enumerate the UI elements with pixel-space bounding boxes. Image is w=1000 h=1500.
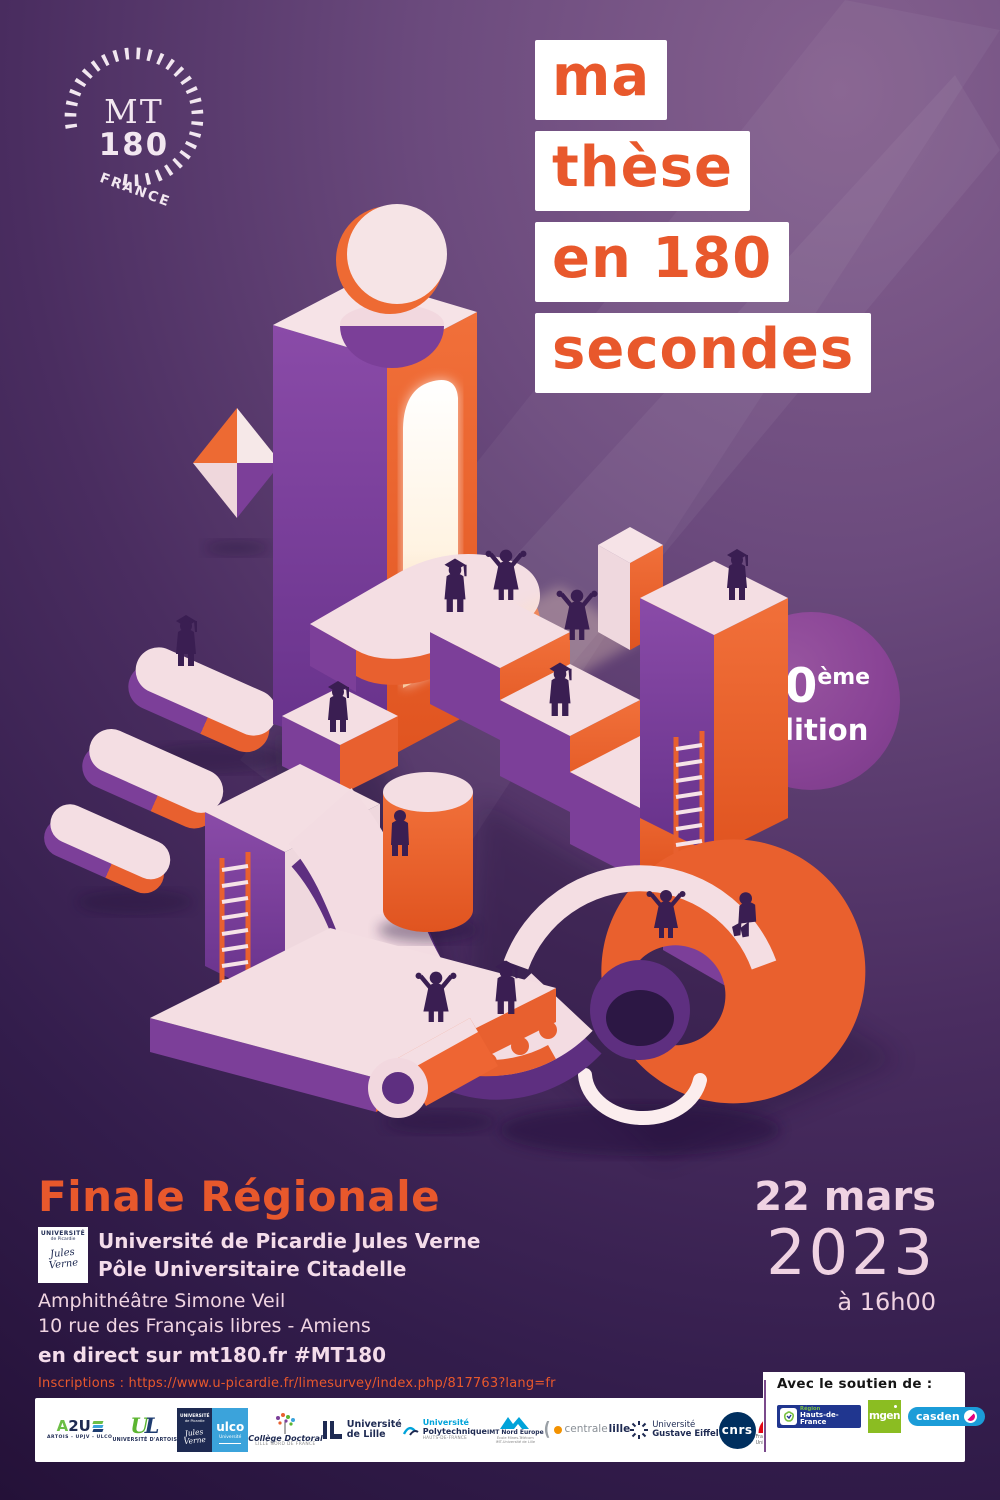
event-university: Université de Picardie Jules Verne xyxy=(98,1229,481,1253)
univ-lille-icon xyxy=(322,1421,342,1439)
partner-logo-casden: casden xyxy=(908,1407,985,1426)
cylinder xyxy=(378,772,478,943)
bottom-slab xyxy=(150,928,557,1134)
left-platform xyxy=(205,764,380,1013)
partner-logo-region-hauts-de-france: Région Hauts-de-France xyxy=(777,1405,861,1428)
logo-180: 180 xyxy=(99,128,169,163)
uphf-bird-icon xyxy=(402,1426,419,1436)
partner-logo-centralelille: ( centrale lille xyxy=(543,1417,631,1441)
event-heading: Finale Régionale xyxy=(38,1172,441,1221)
figure xyxy=(727,549,748,600)
figure xyxy=(176,615,197,666)
upjv-logo: UNIVERSITÉ de Picardie Jules Verne xyxy=(38,1227,88,1283)
support-section: Avec le soutien de : Région Hauts-de-Fra… xyxy=(763,1372,985,1462)
walk-block xyxy=(282,687,398,795)
dome xyxy=(340,304,444,368)
swirl-base xyxy=(500,839,866,1156)
figure xyxy=(391,810,409,856)
partner-logo-ulco: ulco Université xyxy=(212,1408,249,1452)
event-venue: Amphithéâtre Simone Veil xyxy=(38,1290,286,1312)
figure xyxy=(549,662,572,716)
event-address: 10 rue des Français libres - Amiens xyxy=(38,1315,371,1337)
date-year: 2023 xyxy=(766,1216,936,1289)
figure xyxy=(495,960,518,1014)
partner-logo-bar: A 2U ARTOIS - UPJV - ULCO UL UNIVERSITÉ D… xyxy=(35,1398,782,1462)
partner-logo-college-doctoral: Collège Doctoral LILLE NORD DE FRANCE xyxy=(248,1412,323,1448)
edition-number: 10ème xyxy=(751,658,871,714)
support-label: Avec le soutien de : xyxy=(777,1376,933,1392)
centrale-arc-icon: ( xyxy=(543,1417,551,1441)
partner-logo-cnrs: cnrs xyxy=(718,1411,756,1449)
steps xyxy=(430,596,710,880)
ladder-left xyxy=(222,852,248,1013)
dots-tree-icon xyxy=(276,1412,296,1434)
ladder-right xyxy=(676,731,702,892)
partner-logo-gustave-eiffel: Université Gustave Eiffel xyxy=(630,1420,719,1440)
casden-circle-icon xyxy=(963,1410,977,1423)
small-block xyxy=(598,527,663,650)
partner-logo-uphf: Université Polytechnique HAUTS-DE-FRANCE xyxy=(402,1419,487,1440)
event-registration-url: Inscriptions : https://www.u-picardie.fr… xyxy=(38,1376,556,1391)
figure xyxy=(444,558,467,612)
tube xyxy=(368,1018,498,1134)
figure xyxy=(415,971,457,1022)
a2u-bars-icon xyxy=(92,1420,104,1434)
partner-logo-a2u: A 2U ARTOIS - UPJV - ULCO xyxy=(47,1416,113,1441)
rhdf-map-icon xyxy=(780,1408,797,1425)
mt180-logo: MT 180 FRANCE xyxy=(64,47,204,210)
edition-badge: 10ème édition xyxy=(722,612,900,790)
imt-triangles-icon xyxy=(500,1416,530,1429)
logo-mt: MT xyxy=(104,93,164,131)
poster-title: ma thèse en 180 secondes xyxy=(535,40,872,393)
partner-logo-upjv: UNIVERSITÉ de Picardie Jules Verne xyxy=(177,1408,213,1452)
partner-logo-artois: UL UNIVERSITÉ D'ARTOIS xyxy=(112,1413,178,1444)
sitting-slab xyxy=(663,848,837,1000)
figure xyxy=(328,681,349,732)
title-line-3: en 180 xyxy=(535,222,790,302)
floating-diamond xyxy=(193,408,281,556)
edition-word: édition xyxy=(753,712,869,747)
figure xyxy=(485,549,527,600)
floating-pills xyxy=(37,640,285,915)
eiffel-spark-icon xyxy=(630,1421,649,1439)
centrale-dot-icon xyxy=(553,1426,562,1434)
event-campus: Pôle Universitaire Citadelle xyxy=(98,1257,407,1281)
partner-logo-imt: IMT Nord Europe École Mines-Télécom IMT-… xyxy=(487,1416,544,1445)
date-time: à 16h00 xyxy=(837,1288,936,1316)
curved-ramp xyxy=(287,788,602,1100)
title-line-4: secondes xyxy=(535,313,872,393)
figure xyxy=(556,589,598,640)
event-broadcast: en direct sur mt180.fr #MT180 xyxy=(38,1343,387,1367)
figures xyxy=(176,549,757,1022)
figure xyxy=(732,892,757,938)
partner-logo-univ-lille: Université de Lille xyxy=(322,1419,402,1441)
title-line-1: ma xyxy=(535,40,668,120)
tower xyxy=(273,204,477,758)
title-line-2: thèse xyxy=(535,131,750,211)
stage-platform xyxy=(310,554,640,720)
date-day: 22 mars xyxy=(754,1174,936,1220)
figure xyxy=(646,890,686,938)
sphere xyxy=(336,204,447,314)
event-date: 22 mars 2023 à 16h00 xyxy=(754,1174,936,1316)
timer-ticks-icon xyxy=(64,47,204,187)
partner-logo-mgen: mgen xyxy=(868,1400,901,1433)
event-info: Finale Régionale UNIVERSITÉ de Picardie … xyxy=(38,1172,556,1391)
